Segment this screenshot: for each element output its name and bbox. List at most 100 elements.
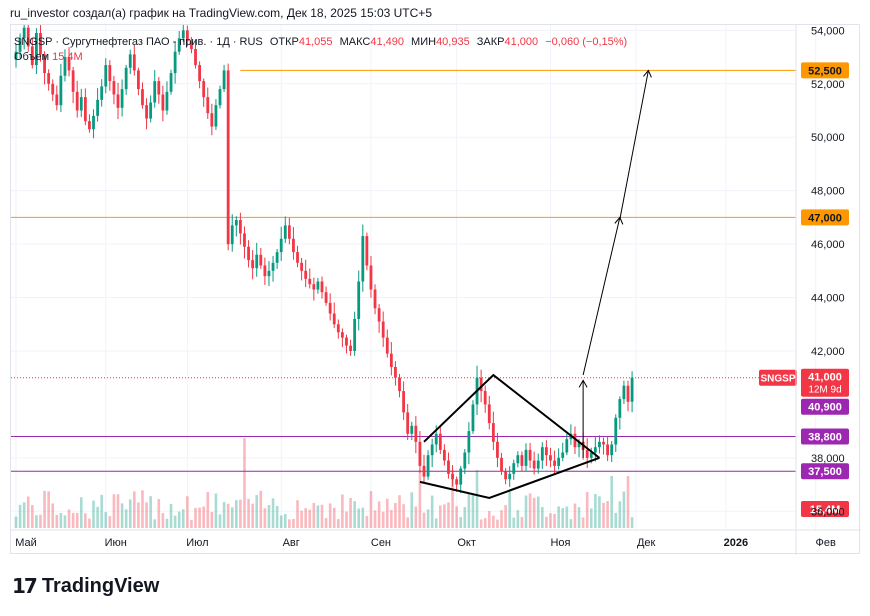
- candle-body: [14, 51, 18, 60]
- volume-bar: [418, 470, 422, 528]
- volume-bar: [279, 515, 283, 528]
- candle-body: [141, 89, 144, 106]
- legend-symbol[interactable]: SNGSP · Сургутнефтегаз ПАО - прив. · 1Д …: [14, 36, 263, 48]
- candle-body: [618, 399, 622, 418]
- x-tick-label: Дек: [637, 537, 656, 549]
- candle-body: [75, 91, 79, 111]
- volume-bar: [447, 502, 450, 528]
- volume-bar: [614, 512, 618, 528]
- candle-body: [128, 54, 132, 68]
- chart-frame[interactable]: 52,500 47,000 38,800 37,500 SNGSP 41,000 12M 9…: [10, 24, 861, 555]
- candle-body: [132, 54, 136, 71]
- volume-bar: [55, 514, 59, 528]
- candle-body: [51, 83, 55, 95]
- candle-body: [630, 377, 634, 402]
- volume-bar: [365, 515, 369, 528]
- volume-bar: [626, 476, 630, 528]
- x-tick-label: Июл: [186, 537, 208, 549]
- volume-bar: [145, 502, 148, 528]
- volume-bar: [565, 506, 569, 528]
- volume-bar: [84, 513, 87, 528]
- volume-bar: [508, 491, 511, 528]
- x-tick-label: 2026: [724, 537, 748, 549]
- current-price-label: 41,000: [808, 372, 842, 384]
- candle-body: [369, 265, 373, 290]
- volume-bar: [35, 515, 38, 528]
- volume-bar: [377, 501, 381, 528]
- volume-bar: [492, 515, 495, 528]
- legend-high-label: МАКС: [339, 36, 371, 48]
- volume-bar: [198, 507, 201, 528]
- volume-bar: [422, 512, 426, 528]
- volume-bar: [320, 504, 324, 528]
- candle-body: [83, 97, 87, 122]
- candle-body: [279, 238, 283, 253]
- candle-body: [381, 321, 385, 338]
- level-tag-label: 37,500: [808, 466, 842, 478]
- candle-body: [524, 449, 528, 466]
- candle-body: [394, 367, 397, 378]
- candle-body: [520, 455, 524, 466]
- symbol-tag-label: SNGSP: [760, 374, 795, 385]
- x-tick-label: Май: [15, 537, 37, 549]
- volume-bar: [516, 510, 520, 528]
- volume-bar: [275, 505, 279, 528]
- volume-bar: [157, 499, 161, 528]
- volume-bar: [235, 500, 238, 528]
- volume-bar: [283, 513, 287, 528]
- target-arrow-short-head: [578, 379, 588, 388]
- volume-bar: [124, 509, 128, 528]
- candle-body: [512, 463, 516, 474]
- candle-body: [447, 460, 450, 474]
- volume-bar: [255, 495, 259, 528]
- candle-body: [373, 289, 377, 309]
- candle-body: [267, 270, 271, 277]
- candle-body: [328, 302, 332, 314]
- volume-bar: [630, 517, 634, 528]
- candle-body: [377, 308, 381, 322]
- candle-body: [230, 225, 234, 245]
- candle-body: [194, 49, 197, 66]
- y-tick-label: 44,000: [811, 293, 845, 305]
- candle-body: [414, 425, 418, 442]
- tradingview-logo[interactable]: 17 TradingView: [12, 574, 159, 598]
- target-arrow-1: [582, 217, 621, 376]
- candle-body: [487, 404, 491, 424]
- candle-body: [463, 452, 467, 469]
- volume-bar: [414, 506, 418, 528]
- candle-body: [137, 70, 140, 90]
- candle-body: [606, 444, 609, 456]
- candle-body: [92, 115, 95, 130]
- candle-body: [177, 38, 181, 52]
- candle-body: [79, 97, 83, 111]
- candle-body: [47, 73, 51, 84]
- volume-bar: [487, 511, 491, 528]
- candle-body: [365, 236, 369, 266]
- candle-body: [402, 391, 405, 413]
- candle-body: [471, 404, 475, 432]
- candle-body: [169, 73, 173, 92]
- volume-bar: [353, 501, 356, 528]
- candle-body: [589, 452, 593, 458]
- volume-bar: [316, 505, 320, 528]
- volume-bar: [116, 494, 120, 528]
- volume-bar: [186, 496, 189, 528]
- volume-bar: [471, 494, 475, 528]
- volume-bar: [292, 518, 295, 528]
- candle-body: [385, 337, 389, 354]
- candle-body: [467, 431, 471, 453]
- countdown-label: 12M 9d: [808, 385, 841, 396]
- volume-bar: [104, 512, 108, 528]
- axis-layer: 54,000 52,000 50,000 48,000 46,000 44,000 42,0…: [11, 25, 861, 555]
- legend-low-label: МИН: [411, 36, 437, 48]
- candle-body: [104, 65, 108, 87]
- candle-body: [410, 425, 414, 434]
- volume-bar: [31, 505, 34, 528]
- level-tag-label: 52,500: [808, 65, 842, 77]
- candle-body: [255, 254, 259, 269]
- candle-body: [349, 345, 352, 351]
- level-tag: [801, 209, 849, 226]
- volume-bar: [26, 496, 30, 528]
- volume-bar: [410, 492, 414, 528]
